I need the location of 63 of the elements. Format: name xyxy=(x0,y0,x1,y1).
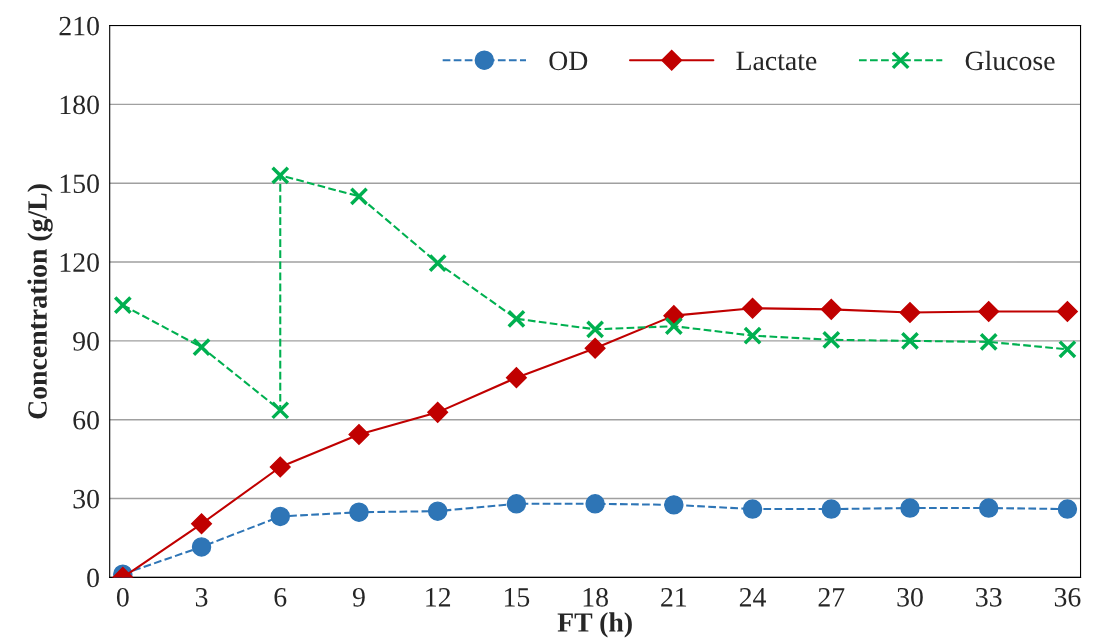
point xyxy=(349,186,369,206)
y-tick-label: 210 xyxy=(59,16,99,36)
point xyxy=(743,326,762,345)
point xyxy=(585,319,605,339)
x-tick-label: 15 xyxy=(504,588,530,607)
point xyxy=(1058,339,1077,359)
point xyxy=(270,165,290,185)
point xyxy=(978,300,1000,322)
point xyxy=(191,537,212,557)
x-axis-title: FT (h) xyxy=(557,612,632,638)
x-tick-label: 12 xyxy=(426,587,451,607)
legend-label: Glucose xyxy=(965,50,1055,71)
point xyxy=(742,297,764,319)
point xyxy=(821,499,841,519)
point xyxy=(742,499,763,519)
point xyxy=(192,337,211,357)
point xyxy=(269,456,291,478)
legend-label: Lactate xyxy=(736,51,817,71)
y-axis-title: Concentration (g/L) xyxy=(27,184,53,419)
point xyxy=(349,502,369,522)
point xyxy=(900,331,920,351)
point xyxy=(505,367,527,389)
y-tick-label: 0 xyxy=(87,568,99,588)
point xyxy=(428,253,448,273)
y-tick-label: 30 xyxy=(73,489,99,509)
point xyxy=(1057,499,1078,519)
point xyxy=(427,401,449,423)
point xyxy=(1056,300,1078,322)
point xyxy=(664,316,684,336)
point xyxy=(585,494,605,514)
point xyxy=(113,295,133,315)
point xyxy=(978,498,999,518)
point xyxy=(584,337,606,359)
point xyxy=(270,400,290,420)
point xyxy=(427,501,448,521)
y-tick-label: 120 xyxy=(60,253,99,272)
point xyxy=(507,309,526,329)
x-tick-label: 27 xyxy=(818,587,845,607)
x-tick-label: 6 xyxy=(274,587,287,607)
point xyxy=(270,506,290,527)
x-tick-label: 0 xyxy=(116,587,129,607)
x-tick-label: 18 xyxy=(583,587,608,607)
point xyxy=(900,498,920,518)
point xyxy=(664,495,684,515)
point xyxy=(821,330,841,350)
y-tick-label: 90 xyxy=(73,332,99,351)
point xyxy=(979,332,999,352)
point xyxy=(899,301,921,324)
point xyxy=(191,513,213,535)
y-tick-label: 150 xyxy=(60,174,99,194)
x-tick-label: 24 xyxy=(739,587,767,607)
y-tick-label: 180 xyxy=(60,95,99,115)
x-tick-label: 21 xyxy=(661,587,687,607)
x-tick-label: 33 xyxy=(976,587,1002,607)
point xyxy=(348,423,370,445)
x-tick-label: 36 xyxy=(1054,587,1081,607)
legend-label: OD xyxy=(549,51,588,71)
x-tick-label: 3 xyxy=(195,587,208,607)
x-tick-label: 9 xyxy=(352,587,365,607)
x-tick-label: 30 xyxy=(897,587,923,607)
y-tick-label: 60 xyxy=(73,410,99,430)
point xyxy=(506,494,527,514)
point xyxy=(820,298,842,320)
